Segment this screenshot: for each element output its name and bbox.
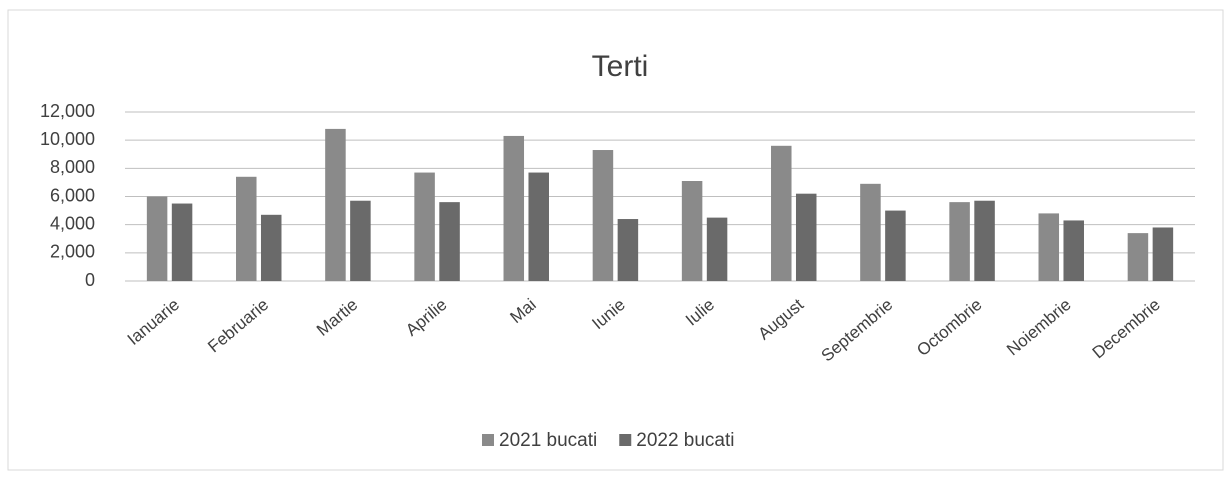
- legend-swatch: [482, 434, 494, 446]
- y-tick-label: 2,000: [50, 242, 95, 262]
- y-tick-label: 0: [85, 270, 95, 290]
- bar: [974, 200, 995, 281]
- bar: [1127, 233, 1149, 281]
- bar: [1038, 213, 1060, 281]
- bar: [325, 128, 346, 281]
- bar: [439, 202, 460, 281]
- bar: [681, 181, 703, 281]
- legend-swatch: [619, 434, 632, 446]
- bar: [1152, 227, 1174, 281]
- bar: [503, 135, 525, 281]
- bar: [1063, 220, 1084, 281]
- bar: [171, 203, 193, 281]
- y-tick-label: 12,000: [40, 101, 95, 121]
- legend-label: 2022 bucati: [636, 430, 734, 451]
- bar: [860, 183, 881, 281]
- y-tick-label: 10,000: [40, 129, 95, 149]
- chart-title: Terti: [592, 50, 649, 83]
- bar: [885, 210, 906, 281]
- bar: [949, 202, 970, 281]
- bar: [146, 196, 168, 281]
- bar: [236, 176, 257, 281]
- legend-label: 2021 bucati: [499, 430, 597, 451]
- bar: [528, 172, 549, 281]
- bar: [592, 150, 614, 281]
- bar: [771, 145, 792, 281]
- y-tick-label: 6,000: [50, 185, 95, 205]
- bar: [706, 217, 728, 281]
- chart-frame: [7, 9, 1224, 471]
- bar: [795, 193, 817, 281]
- bar: [260, 214, 282, 281]
- y-tick-label: 4,000: [50, 213, 95, 233]
- y-tick-label: 8,000: [50, 157, 95, 177]
- bar: [350, 200, 371, 281]
- bar: [617, 219, 639, 281]
- bar: [414, 172, 435, 281]
